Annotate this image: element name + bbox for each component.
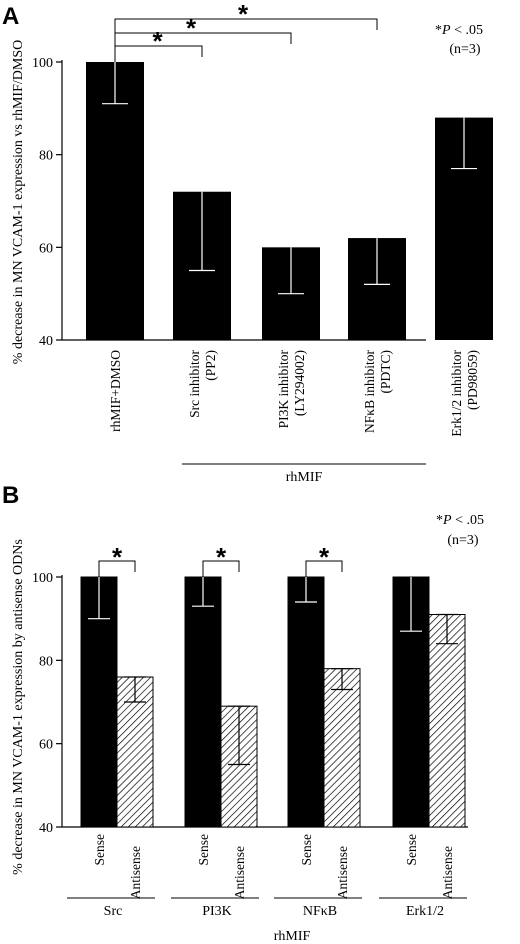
panel-b-y-tick-label: 100	[32, 571, 53, 586]
panel-a-n-note: (n=3)	[449, 42, 481, 57]
panel-b-y-ticks: 40 60 80 100	[32, 571, 468, 836]
panel-b-significance-star: *	[216, 542, 227, 572]
panel-a: A % decrease in MN VCAM-1 expression vs …	[2, 0, 493, 485]
panel-b-antisense-label: Antisense	[335, 846, 350, 899]
panel-b-significance-star: *	[319, 542, 330, 572]
panel-a-category-label: PI3K inhibitor	[276, 350, 291, 429]
panel-b-significance-star: *	[112, 542, 123, 572]
panel-b-n-note: (n=3)	[447, 533, 479, 548]
panel-a-category-label: (PD98059)	[465, 350, 480, 410]
panel-a-y-tick-label: 40	[39, 334, 53, 349]
panel-b-antisense-bar	[323, 668, 361, 828]
panel-a-y-tick-label: 80	[39, 149, 53, 164]
panel-b-sense-label: Sense	[196, 834, 211, 866]
panel-a-category-label: Src inhibitor	[187, 350, 202, 418]
panel-b-group-name: Erk1/2	[406, 904, 444, 919]
panel-b-antisense-label: Antisense	[232, 846, 247, 899]
panel-a-category-label: (LY294002)	[292, 350, 307, 416]
panel-a-significance-star: *	[186, 13, 197, 43]
panel-b-antisense-bar	[428, 614, 466, 828]
panel-a-category-label: NFκB inhibitor	[362, 350, 377, 433]
panel-a-pvalue-note: *P < .05	[435, 23, 483, 38]
panel-a-error-bars	[102, 62, 477, 295]
panel-b-letter: B	[2, 482, 19, 509]
panel-b-sense-label: Sense	[299, 834, 314, 866]
panel-b-bracket	[305, 560, 343, 577]
panel-b-antisense-label: Antisense	[128, 846, 143, 899]
panel-a-significance-star: *	[238, 0, 249, 29]
panel-b-error-bars	[88, 577, 458, 766]
panel-b-group-name: NFκB	[303, 904, 337, 919]
panel-b-antisense-label: Antisense	[440, 846, 455, 899]
panel-b-bracket	[98, 560, 136, 577]
panel-a-bar	[86, 62, 144, 340]
panel-a-y-tick-label: 60	[39, 241, 53, 256]
panel-a-category-label: rhMIF+DMSO	[108, 350, 123, 432]
panel-a-bracket	[114, 18, 378, 62]
panel-a-category-label: Erk1/2 inhibitor	[449, 350, 464, 437]
panel-a-category-label: (PDTC)	[378, 350, 393, 394]
panel-b-sense-label: Sense	[92, 834, 107, 866]
panel-b-y-axis-title: % decrease in MN VCAM-1 expression by an…	[11, 539, 26, 875]
panel-a-group-label: rhMIF	[286, 470, 323, 485]
panel-a-y-axis-title: % decrease in MN VCAM-1 expression vs rh…	[11, 40, 26, 364]
panel-a-category-labels: rhMIF+DMSO Src inhibitor (PP2) PI3K inhibit…	[108, 350, 480, 437]
panel-b-group-label: rhMIF	[274, 929, 311, 944]
panel-a-significance-star: *	[152, 26, 163, 56]
panel-b-y-tick-label: 80	[39, 654, 53, 669]
panel-a-bars	[86, 62, 493, 340]
panel-b-sense-bar	[184, 576, 222, 828]
panel-b-bracket	[202, 560, 240, 577]
panel-a-letter: A	[2, 3, 19, 30]
panel-b-sense-bar	[287, 576, 325, 828]
panel-b: B % decrease in MN VCAM-1 expression by …	[2, 482, 484, 944]
panel-a-y-tick-label: 100	[32, 56, 53, 71]
panel-b-y-tick-label: 40	[39, 821, 53, 836]
panel-a-bracket	[114, 32, 292, 62]
panel-b-significance: * * *	[98, 542, 343, 577]
panel-a-category-label: (PP2)	[203, 350, 218, 381]
panel-b-group-name: Src	[104, 904, 123, 919]
panel-b-group-name: PI3K	[202, 904, 232, 919]
panel-b-y-tick-label: 60	[39, 738, 53, 753]
panel-b-sense-label: Sense	[404, 834, 419, 866]
panel-b-pvalue-note: *P < .05	[436, 513, 484, 528]
panel-a-significance: * * *	[114, 0, 378, 62]
